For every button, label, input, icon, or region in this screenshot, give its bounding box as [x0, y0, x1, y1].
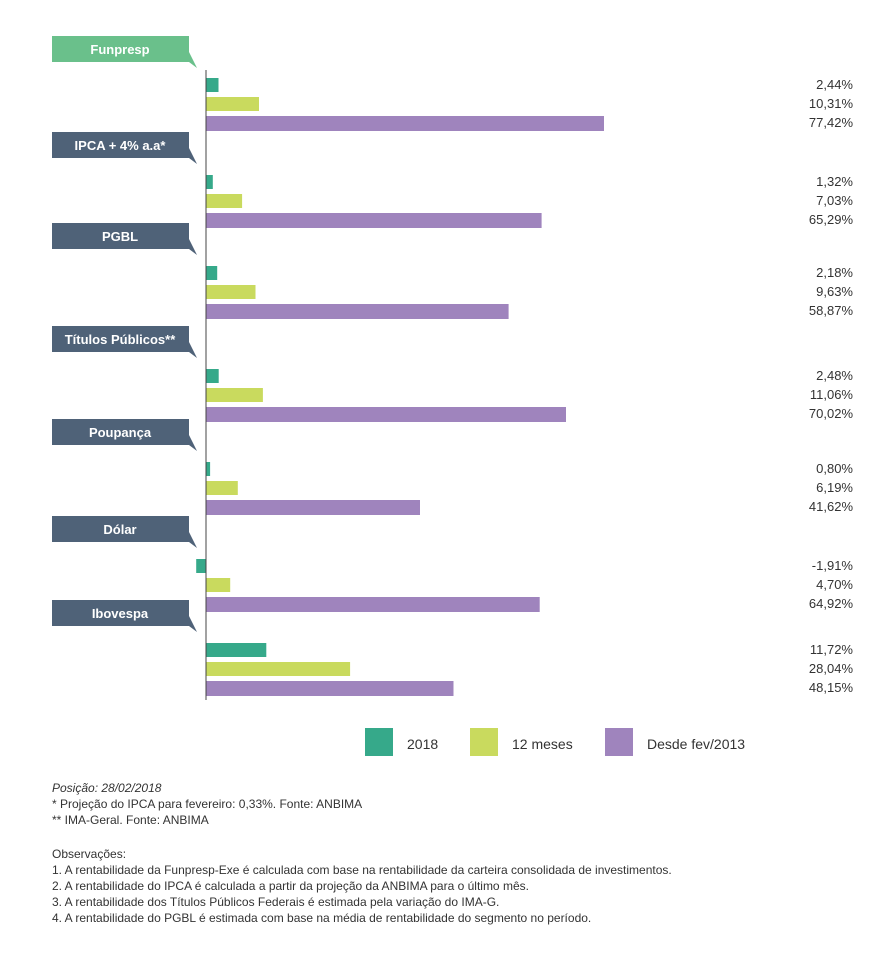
category-tag-poupanca: [52, 419, 197, 451]
category-tag-titulos-publicos: [52, 326, 197, 358]
legend-swatch-desde-fev-2013: [605, 728, 633, 756]
category-label-funpresp: Funpresp: [90, 42, 149, 57]
category-label-pgbl: PGBL: [102, 229, 138, 244]
legend-swatch-2018: [365, 728, 393, 756]
legend-label-2018: 2018: [407, 736, 439, 752]
footnote-ipca: * Projeção do IPCA para fevereiro: 0,33%…: [52, 797, 363, 811]
value-label-poupanca-desde-fev-2013: 41,62%: [809, 499, 854, 514]
value-label-funpresp-desde-fev-2013: 77,42%: [809, 115, 854, 130]
legend-label-12-meses: 12 meses: [512, 736, 573, 752]
category-tag-pgbl: [52, 223, 197, 255]
legend: 2018 12 meses Desde fev/2013: [365, 728, 765, 760]
observation-3: 3. A rentabilidade dos Títulos Públicos …: [52, 895, 500, 909]
bar-chart: Funpresp IPCA + 4% a.a* PGBL Títulos Públic…: [52, 36, 854, 700]
category-label-poupanca: Poupança: [89, 425, 152, 440]
bar-ibovespa-desde-fev-2013: [206, 681, 454, 696]
notes: Posição: 28/02/2018 * Projeção do IPCA p…: [52, 780, 672, 926]
value-label-dolar-desde-fev-2013: 64,92%: [809, 596, 854, 611]
bar-pgbl-2018: [206, 266, 218, 280]
value-label-funpresp-2018: 2,44%: [816, 77, 853, 92]
value-label-ipca-4-a-a-12-meses: 7,03%: [816, 193, 853, 208]
value-label-dolar-2018: -1,91%: [812, 558, 854, 573]
category-label-titulos-publicos: Títulos Públicos**: [65, 332, 176, 347]
value-label-poupanca-2018: 0,80%: [816, 461, 853, 476]
bar-titulos-publicos-desde-fev-2013: [206, 407, 566, 422]
observation-2: 2. A rentabilidade do IPCA é calculada a…: [52, 879, 529, 893]
bar-ipca-4-a-a-desde-fev-2013: [206, 213, 542, 228]
value-label-titulos-publicos-2018: 2,48%: [816, 368, 853, 383]
observations-title: Observações:: [52, 847, 127, 861]
bar-ibovespa-12-meses: [206, 662, 351, 676]
observation-1: 1. A rentabilidade da Funpresp-Exe é cal…: [52, 863, 672, 877]
bar-pgbl-desde-fev-2013: [206, 304, 509, 319]
category-tag-ipca-4-a-a: [52, 132, 197, 164]
legend-swatch-12-meses: [470, 728, 498, 756]
legend-label-desde-fev-2013: Desde fev/2013: [647, 736, 746, 752]
bar-ipca-4-a-a-2018: [206, 175, 213, 189]
value-label-pgbl-12-meses: 9,63%: [816, 284, 853, 299]
category-label-dolar: Dólar: [103, 522, 136, 537]
category-label-ipca-4-a-a: IPCA + 4% a.a*: [75, 138, 167, 153]
value-label-pgbl-desde-fev-2013: 58,87%: [809, 303, 854, 318]
value-label-titulos-publicos-12-meses: 11,06%: [810, 387, 854, 402]
category-tag-funpresp: [52, 36, 197, 68]
value-label-dolar-12-meses: 4,70%: [816, 577, 853, 592]
bar-ibovespa-2018: [206, 643, 267, 657]
bar-poupanca-2018: [206, 462, 211, 476]
bar-funpresp-12-meses: [206, 97, 259, 111]
posicao-date: Posição: 28/02/2018: [52, 781, 162, 795]
bar-poupanca-desde-fev-2013: [206, 500, 420, 515]
observation-4: 4. A rentabilidade do PGBL é estimada co…: [52, 911, 592, 925]
bar-funpresp-desde-fev-2013: [206, 116, 604, 131]
value-label-ibovespa-2018: 11,72%: [810, 642, 854, 657]
bar-funpresp-2018: [206, 78, 219, 92]
value-label-pgbl-2018: 2,18%: [816, 265, 853, 280]
value-label-titulos-publicos-desde-fev-2013: 70,02%: [809, 406, 854, 421]
footnote-ima: ** IMA-Geral. Fonte: ANBIMA: [52, 813, 209, 827]
bar-titulos-publicos-2018: [206, 369, 219, 383]
bar-dolar-12-meses: [206, 578, 231, 592]
value-label-ipca-4-a-a-desde-fev-2013: 65,29%: [809, 212, 854, 227]
bar-ipca-4-a-a-12-meses: [206, 194, 243, 208]
value-label-ipca-4-a-a-2018: 1,32%: [816, 174, 853, 189]
value-label-poupanca-12-meses: 6,19%: [816, 480, 853, 495]
value-label-ibovespa-desde-fev-2013: 48,15%: [809, 680, 854, 695]
bar-titulos-publicos-12-meses: [206, 388, 263, 402]
bar-dolar-desde-fev-2013: [206, 597, 540, 612]
category-tag-dolar: [52, 516, 197, 548]
value-label-ibovespa-12-meses: 28,04%: [809, 661, 854, 676]
category-label-ibovespa: Ibovespa: [92, 606, 149, 621]
bar-pgbl-12-meses: [206, 285, 256, 299]
category-tag-ibovespa: [52, 600, 197, 632]
bar-poupanca-12-meses: [206, 481, 238, 495]
bar-dolar-2018: [196, 559, 206, 573]
value-label-funpresp-12-meses: 10,31%: [809, 96, 854, 111]
